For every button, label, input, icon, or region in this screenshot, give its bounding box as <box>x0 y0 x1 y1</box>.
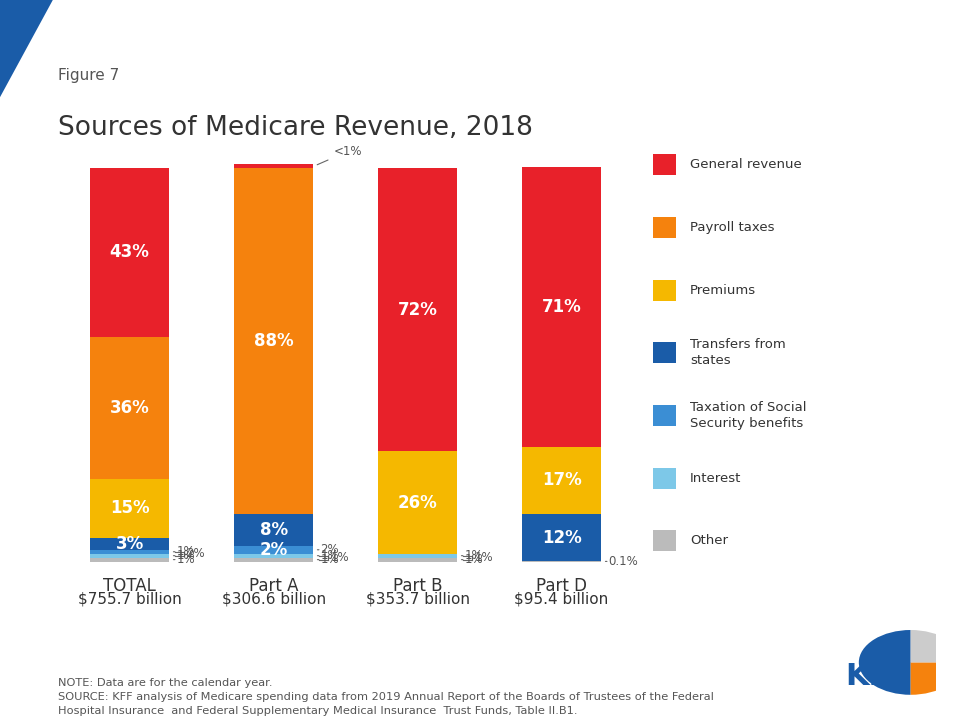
Bar <box>90 479 169 538</box>
Bar <box>90 554 169 558</box>
Bar <box>90 337 169 479</box>
Text: Part D: Part D <box>536 577 588 595</box>
Text: 1%: 1% <box>321 549 339 562</box>
Text: 1%: 1% <box>321 553 339 566</box>
Text: Payroll taxes: Payroll taxes <box>690 221 775 234</box>
Text: 72%: 72% <box>397 300 438 318</box>
Text: 0.1%: 0.1% <box>609 555 638 568</box>
Text: Interest: Interest <box>690 472 742 485</box>
Text: Transfers from
states: Transfers from states <box>690 338 786 367</box>
Bar <box>378 554 457 558</box>
Bar <box>234 164 313 168</box>
Bar <box>653 468 676 488</box>
Text: Sources of Medicare Revenue, 2018: Sources of Medicare Revenue, 2018 <box>58 115 533 141</box>
Text: NOTE: Data are for the calendar year.
SOURCE: KFF analysis of Medicare spending : NOTE: Data are for the calendar year. SO… <box>58 678 713 716</box>
Text: 2%: 2% <box>186 547 205 560</box>
Bar <box>378 558 457 562</box>
Text: 12%: 12% <box>541 528 582 546</box>
Text: Part B: Part B <box>393 577 443 595</box>
Text: 36%: 36% <box>109 399 150 417</box>
Text: 1%: 1% <box>177 549 195 562</box>
Text: $306.6 billion: $306.6 billion <box>222 591 325 606</box>
Text: $755.7 billion: $755.7 billion <box>78 591 181 606</box>
Wedge shape <box>911 662 960 695</box>
Bar <box>378 168 457 451</box>
Bar <box>653 343 676 363</box>
Bar <box>378 451 457 554</box>
Text: 43%: 43% <box>109 243 150 261</box>
Text: 1%: 1% <box>474 552 493 564</box>
Text: 1%: 1% <box>465 549 483 562</box>
Text: 1%: 1% <box>177 545 195 558</box>
Text: $353.7 billion: $353.7 billion <box>366 591 469 606</box>
Text: 2%: 2% <box>321 544 339 557</box>
Bar <box>90 168 169 337</box>
Text: 1%: 1% <box>330 552 349 564</box>
Text: 8%: 8% <box>259 521 288 539</box>
Bar <box>522 514 601 561</box>
Text: TOTAL: TOTAL <box>103 577 156 595</box>
Text: 15%: 15% <box>109 500 150 518</box>
Text: 3%: 3% <box>115 535 144 553</box>
Text: General revenue: General revenue <box>690 158 802 171</box>
Wedge shape <box>859 630 911 695</box>
Text: $95.4 billion: $95.4 billion <box>515 591 609 606</box>
Bar <box>234 546 313 554</box>
Text: <1%: <1% <box>317 145 362 165</box>
Bar <box>234 168 313 514</box>
Text: 88%: 88% <box>253 332 294 350</box>
Text: 71%: 71% <box>541 298 582 316</box>
Text: Other: Other <box>690 534 729 547</box>
Bar <box>234 514 313 546</box>
Text: Part A: Part A <box>249 577 299 595</box>
Text: Premiums: Premiums <box>690 284 756 297</box>
Text: 26%: 26% <box>397 493 438 511</box>
Text: 1%: 1% <box>177 553 195 566</box>
Bar <box>234 558 313 562</box>
Text: 17%: 17% <box>541 472 582 490</box>
Bar <box>653 405 676 426</box>
Bar <box>522 168 601 447</box>
Bar <box>90 558 169 562</box>
Bar <box>90 550 169 554</box>
Bar <box>90 538 169 550</box>
Text: 2%: 2% <box>259 541 288 559</box>
Bar <box>522 447 601 514</box>
Bar <box>653 217 676 238</box>
Text: Figure 7: Figure 7 <box>58 68 119 83</box>
Bar <box>653 155 676 176</box>
Wedge shape <box>911 630 960 662</box>
Text: Taxation of Social
Security benefits: Taxation of Social Security benefits <box>690 401 806 430</box>
Text: KFF: KFF <box>845 662 910 691</box>
Bar <box>653 530 676 552</box>
Bar <box>234 554 313 558</box>
Text: 1%: 1% <box>465 553 483 566</box>
Bar <box>653 280 676 301</box>
